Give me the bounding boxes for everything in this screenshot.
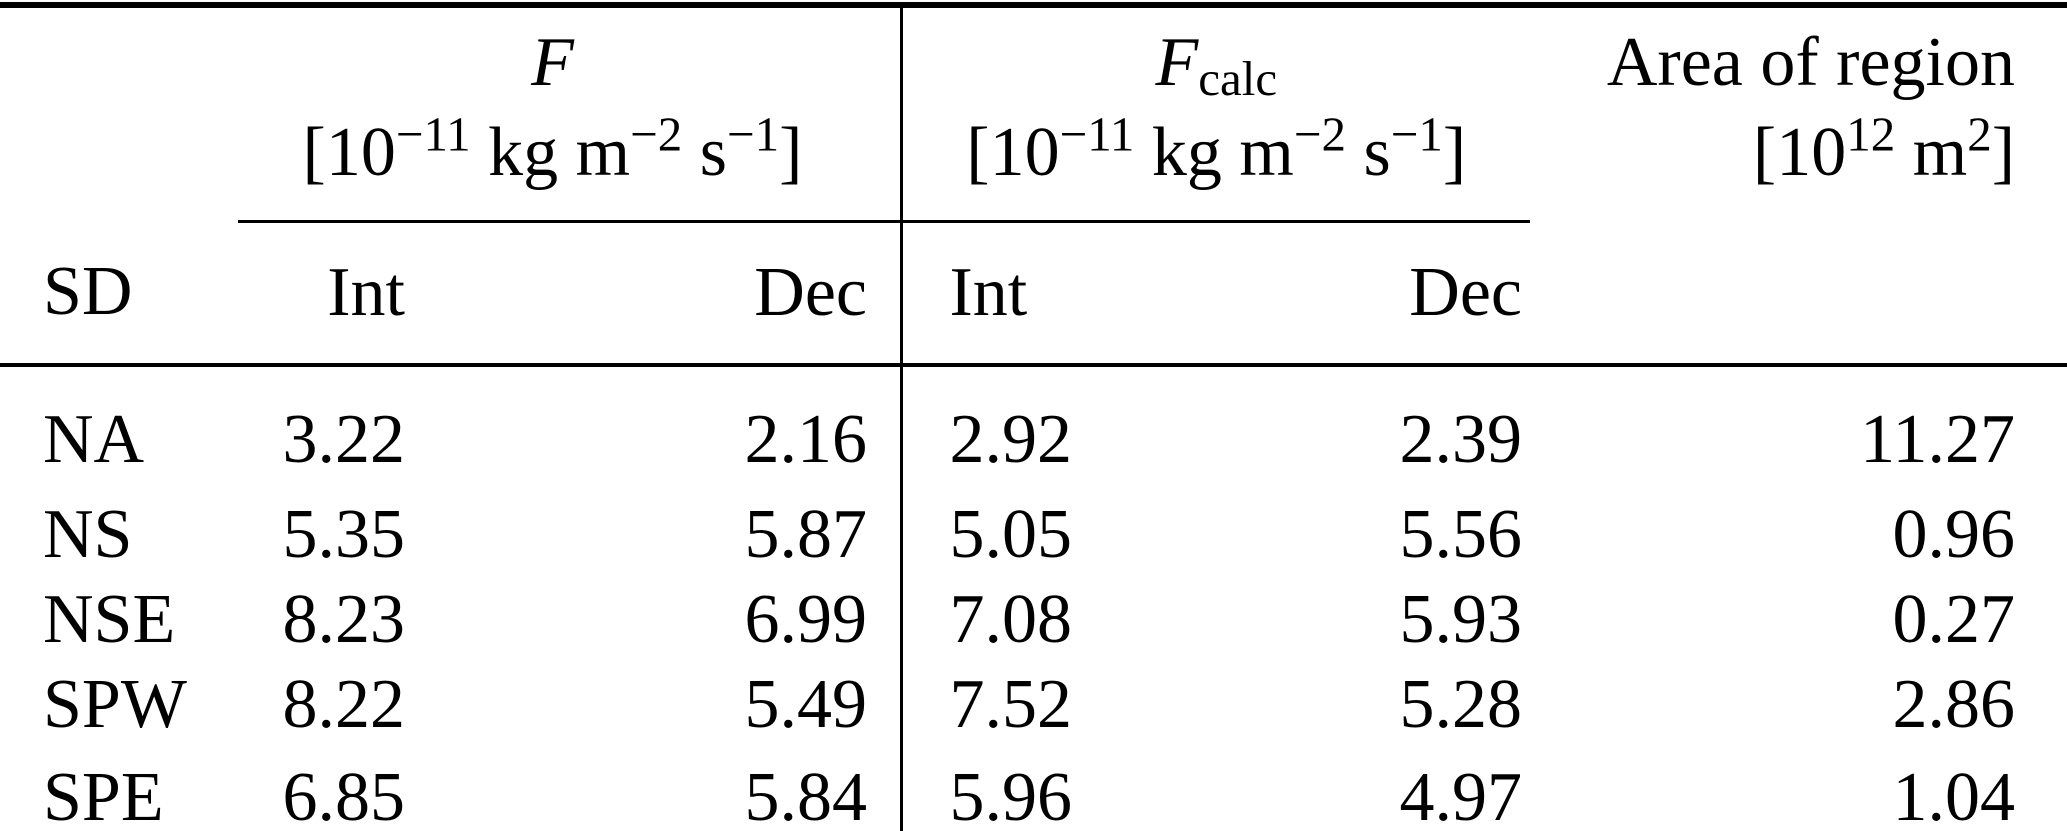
area-title: Area of region [1606, 24, 2015, 101]
cell-sd: NA [43, 400, 145, 478]
subheader-row: SD Int Dec Int Dec [0, 221, 2067, 367]
cell-sd: SPW [43, 665, 187, 743]
col-header-fcalc-int: Int [901, 221, 1080, 367]
group-divider [867, 492, 903, 577]
cell-fcalc-int: 5.05 [949, 495, 1073, 573]
cell-sd: SPE [0, 747, 238, 831]
group-divider [867, 5, 903, 223]
cell-f-dec: 5.87 [744, 495, 868, 573]
table-row: SPW 8.22 5.49 7.52 5.28 2.86 [0, 662, 2067, 747]
cell-area: 1.04 [1530, 747, 2067, 831]
cell-f-int: 6.85 [238, 747, 405, 831]
cell-fcalc-int: 2.92 [949, 400, 1073, 478]
table-row: SPE 6.85 5.84 5.96 4.97 1.04 [0, 747, 2067, 831]
cell-fcalc-int: 7.52 [949, 665, 1073, 743]
cell-area: 0.96 [1892, 495, 2016, 573]
cell-area: 11.27 [1860, 400, 2015, 478]
cell-f-dec: 5.84 [405, 747, 867, 831]
fcalc-units: [10−11 kg m−2 s−1] [966, 106, 1467, 192]
table-row: NSE 8.23 6.99 7.08 5.93 0.27 [0, 577, 2067, 662]
fcalc-symbol: Fcalc [1155, 24, 1278, 106]
cell-area: 2.86 [1892, 665, 2016, 743]
cell-sd: NSE [43, 580, 176, 658]
cell-f-int: 8.22 [282, 665, 406, 743]
cell-f-dec: 2.16 [744, 400, 868, 478]
col-header-fcalc-dec: Dec [1080, 221, 1530, 367]
group-divider [867, 747, 903, 831]
col-header-area [1530, 221, 2067, 367]
cell-f-int: 8.23 [282, 580, 406, 658]
col-header-sd: SD [0, 221, 238, 367]
fcalc-group-header: Fcalc [10−11 kg m−2 s−1] [901, 5, 1530, 223]
cell-f-int: 5.35 [282, 495, 406, 573]
group-divider [867, 662, 903, 747]
group-divider [867, 221, 903, 367]
cell-sd: NS [43, 495, 133, 573]
group-divider [867, 577, 903, 662]
group-header-row: F [10−11 kg m−2 s−1] Fcalc [10−11 kg m−2… [0, 5, 2067, 223]
table-body: NA 3.22 2.16 2.92 2.39 11.27 NS 5.35 5.8… [0, 365, 2067, 831]
cell-f-dec: 5.49 [744, 665, 868, 743]
area-units: [1012 m2] [1752, 106, 2015, 192]
cell-fcalc-dec: 4.97 [1080, 747, 1530, 831]
cell-fcalc-int: 7.08 [949, 580, 1073, 658]
f-symbol: F [531, 24, 574, 101]
table-row: NS 5.35 5.87 5.05 5.56 0.96 [0, 492, 2067, 577]
col-header-f-int: Int [238, 221, 405, 367]
cell-area: 0.27 [1892, 580, 2016, 658]
cell-f-int: 3.22 [282, 400, 406, 478]
cell-f-dec: 6.99 [744, 580, 868, 658]
cell-fcalc-int: 5.96 [901, 747, 1080, 831]
f-units: [10−11 kg m−2 s−1] [302, 106, 803, 192]
corner-cell [0, 5, 238, 222]
area-group-header: Area of region [1012 m2] [1530, 5, 2067, 222]
table-header: F [10−11 kg m−2 s−1] Fcalc [10−11 kg m−2… [0, 5, 2067, 367]
table-row: NA 3.22 2.16 2.92 2.39 11.27 [0, 365, 2067, 492]
cell-fcalc-dec: 5.56 [1399, 495, 1523, 573]
col-header-f-dec: Dec [405, 221, 867, 367]
cell-fcalc-dec: 5.28 [1399, 665, 1523, 743]
f-group-header: F [10−11 kg m−2 s−1] [238, 5, 867, 223]
cell-fcalc-dec: 5.93 [1399, 580, 1523, 658]
group-divider [867, 365, 903, 492]
cell-fcalc-dec: 2.39 [1399, 400, 1523, 478]
